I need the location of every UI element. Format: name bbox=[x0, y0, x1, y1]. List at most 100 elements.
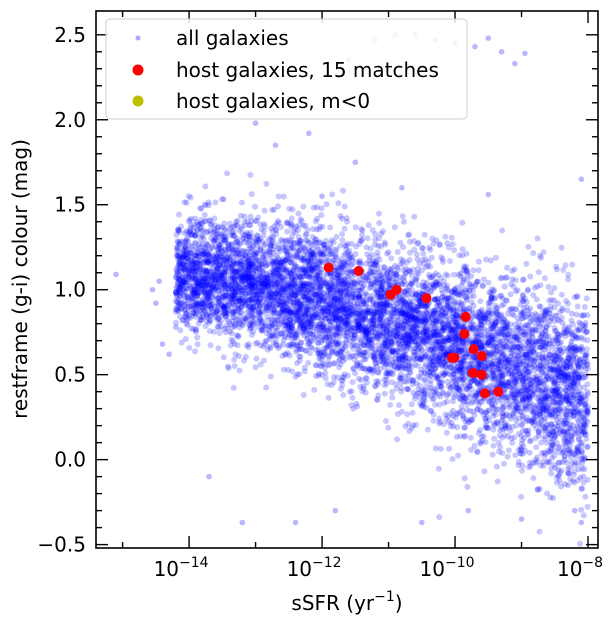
galaxy-point bbox=[344, 249, 351, 256]
galaxy-point bbox=[305, 281, 312, 288]
galaxy-point bbox=[563, 411, 569, 418]
galaxy-point bbox=[409, 381, 416, 388]
galaxy-point bbox=[551, 366, 558, 373]
galaxy-point bbox=[202, 249, 209, 256]
galaxy-point bbox=[391, 363, 398, 370]
galaxy-point bbox=[538, 319, 545, 326]
galaxy-point bbox=[303, 281, 310, 288]
galaxy-point bbox=[297, 346, 304, 353]
galaxy-point bbox=[383, 418, 389, 424]
galaxy-point bbox=[502, 385, 509, 392]
galaxy-point bbox=[521, 304, 527, 311]
galaxy-point bbox=[491, 342, 498, 349]
galaxy-point bbox=[273, 284, 280, 291]
galaxy-point bbox=[314, 311, 321, 318]
galaxy-point bbox=[196, 265, 203, 272]
galaxy-point bbox=[477, 407, 484, 414]
galaxy-point bbox=[452, 392, 459, 399]
galaxy-point bbox=[363, 328, 370, 335]
galaxy-point bbox=[378, 301, 384, 307]
galaxy-point bbox=[552, 406, 559, 413]
galaxy-point bbox=[441, 348, 448, 355]
galaxy-point bbox=[432, 344, 439, 351]
galaxy-point bbox=[262, 278, 269, 285]
galaxy-point bbox=[180, 280, 187, 287]
galaxy-point bbox=[510, 411, 517, 418]
galaxy-point bbox=[535, 269, 542, 276]
galaxy-point bbox=[370, 299, 377, 306]
galaxy-point bbox=[370, 308, 377, 315]
galaxy-point bbox=[527, 273, 534, 280]
galaxy-point bbox=[409, 326, 416, 333]
galaxy-point bbox=[310, 249, 317, 256]
galaxy-point bbox=[545, 347, 552, 354]
galaxy-point bbox=[455, 347, 462, 354]
galaxy-point bbox=[298, 257, 305, 264]
galaxy-cloud bbox=[172, 170, 591, 547]
galaxy-point bbox=[433, 282, 439, 289]
galaxy-point bbox=[523, 395, 530, 402]
galaxy-point bbox=[561, 441, 568, 448]
galaxy-point bbox=[459, 339, 466, 346]
galaxy-point bbox=[564, 391, 571, 397]
galaxy-point bbox=[174, 247, 181, 254]
galaxy-point bbox=[338, 265, 345, 272]
galaxy-point bbox=[323, 334, 329, 340]
galaxy-point bbox=[362, 335, 368, 342]
galaxy-point bbox=[363, 260, 370, 267]
galaxy-point bbox=[191, 283, 198, 290]
galaxy-point bbox=[335, 280, 342, 287]
galaxy-point bbox=[362, 334, 369, 341]
galaxy-point bbox=[408, 306, 415, 313]
galaxy-point bbox=[298, 300, 305, 307]
galaxy-point bbox=[429, 343, 436, 350]
galaxy-point bbox=[516, 326, 523, 333]
galaxy-point bbox=[225, 365, 232, 372]
galaxy-point bbox=[565, 271, 572, 278]
galaxy-point bbox=[482, 424, 489, 431]
galaxy-point bbox=[379, 284, 386, 291]
galaxy-point bbox=[310, 268, 317, 275]
galaxy-point bbox=[387, 315, 394, 322]
galaxy-point bbox=[310, 264, 317, 271]
galaxy-point bbox=[346, 308, 353, 315]
galaxy-point bbox=[452, 319, 459, 326]
galaxy-point bbox=[288, 343, 295, 350]
galaxy-point bbox=[519, 397, 526, 404]
galaxy-point bbox=[525, 339, 531, 346]
galaxy-point bbox=[557, 391, 564, 398]
galaxy-point bbox=[186, 218, 193, 225]
galaxy-point bbox=[322, 312, 328, 319]
galaxy-point bbox=[366, 260, 373, 267]
galaxy-point bbox=[443, 415, 450, 422]
galaxy-point bbox=[187, 276, 194, 283]
galaxy-point bbox=[438, 317, 445, 324]
galaxy-point bbox=[307, 286, 314, 293]
galaxy-point bbox=[474, 378, 481, 385]
galaxy-point bbox=[524, 414, 531, 421]
galaxy-point bbox=[288, 310, 295, 317]
galaxy-point bbox=[188, 294, 195, 300]
galaxy-point bbox=[496, 349, 503, 356]
galaxy-point bbox=[573, 360, 580, 367]
galaxy-point bbox=[321, 345, 327, 352]
galaxy-point bbox=[283, 256, 290, 263]
galaxy-point bbox=[334, 288, 341, 295]
galaxy-point bbox=[554, 371, 561, 378]
galaxy-point bbox=[485, 366, 492, 373]
galaxy-point bbox=[383, 377, 390, 384]
galaxy-point bbox=[451, 327, 458, 333]
galaxy-point bbox=[173, 293, 180, 300]
galaxy-point bbox=[199, 227, 206, 234]
galaxy-point bbox=[459, 392, 466, 399]
galaxy-point bbox=[222, 267, 228, 273]
galaxy-point bbox=[246, 222, 253, 229]
galaxy-point bbox=[288, 270, 295, 277]
galaxy-point bbox=[383, 327, 390, 334]
galaxy-point bbox=[229, 268, 236, 275]
galaxy-point bbox=[520, 293, 526, 299]
galaxy-point bbox=[302, 267, 309, 273]
galaxy-point bbox=[273, 338, 280, 345]
galaxy-point bbox=[340, 187, 346, 194]
